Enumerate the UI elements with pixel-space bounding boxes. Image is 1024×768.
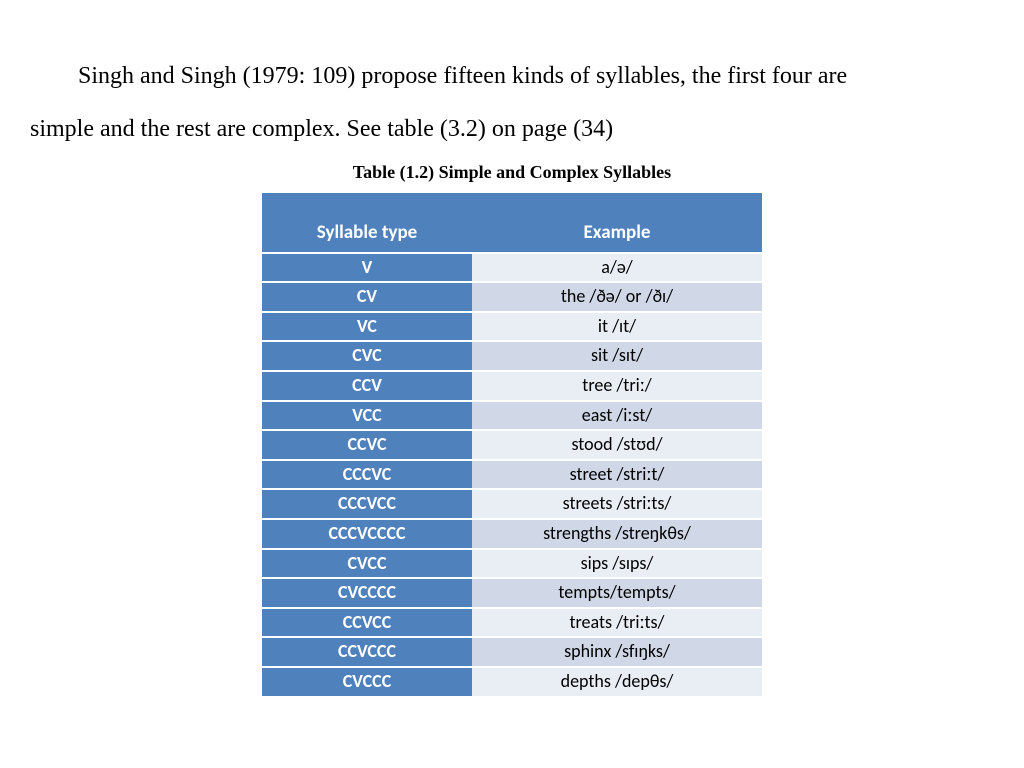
table-row: VCit /ɪt/	[262, 313, 762, 341]
table-row: CVCCCdepths /depθs/	[262, 668, 762, 696]
cell-syllable-type: CCV	[262, 372, 472, 400]
cell-example: sphinx /sfɪŋks/	[472, 638, 762, 666]
cell-syllable-type: CVC	[262, 342, 472, 370]
cell-example: east /iːst/	[472, 402, 762, 430]
cell-example: treats /triːts/	[472, 609, 762, 637]
cell-example: a/ə/	[472, 254, 762, 282]
syllable-table: Syllable type Example Va/ə/CVthe /ðə/ or…	[262, 191, 762, 698]
table-row: CCCVCCstreets /striːts/	[262, 490, 762, 518]
intro-line-2: simple and the rest are complex. See tab…	[30, 116, 613, 142]
cell-syllable-type: CCVC	[262, 431, 472, 459]
cell-example: streets /striːts/	[472, 490, 762, 518]
table-row: CVthe /ðə/ or /ðɪ/	[262, 283, 762, 311]
cell-syllable-type: CCCVCCCC	[262, 520, 472, 548]
header-example: Example	[472, 193, 762, 252]
intro-line-1: Singh and Singh (1979: 109) propose fift…	[78, 63, 847, 89]
cell-syllable-type: V	[262, 254, 472, 282]
cell-syllable-type: CCVCC	[262, 609, 472, 637]
cell-syllable-type: CCCVC	[262, 461, 472, 489]
cell-example: street /striːt/	[472, 461, 762, 489]
table-row: CVCsit /sɪt/	[262, 342, 762, 370]
table-row: CCVCCCsphinx /sfɪŋks/	[262, 638, 762, 666]
table-row: CVCCsips /sɪps/	[262, 550, 762, 578]
cell-syllable-type: CCCVCC	[262, 490, 472, 518]
table-row: CCVCCtreats /triːts/	[262, 609, 762, 637]
table-row: CCVtree /triː/	[262, 372, 762, 400]
cell-syllable-type: CCVCCC	[262, 638, 472, 666]
cell-syllable-type: VCC	[262, 402, 472, 430]
cell-example: depths /depθs/	[472, 668, 762, 696]
table-row: Va/ə/	[262, 254, 762, 282]
table-caption: Table (1.2) Simple and Complex Syllables	[30, 162, 994, 183]
header-syllable-type: Syllable type	[262, 193, 472, 252]
table-row: CCCVCCCCstrengths /streŋkθs/	[262, 520, 762, 548]
cell-example: sips /sɪps/	[472, 550, 762, 578]
cell-syllable-type: CVCCCC	[262, 579, 472, 607]
table-row: CCCVCstreet /striːt/	[262, 461, 762, 489]
cell-example: stood /stʊd/	[472, 431, 762, 459]
cell-example: tree /triː/	[472, 372, 762, 400]
cell-example: tempts/tempts/	[472, 579, 762, 607]
cell-syllable-type: CV	[262, 283, 472, 311]
cell-syllable-type: VC	[262, 313, 472, 341]
cell-example: sit /sɪt/	[472, 342, 762, 370]
cell-example: it /ɪt/	[472, 313, 762, 341]
cell-example: strengths /streŋkθs/	[472, 520, 762, 548]
table-row: CVCCCCtempts/tempts/	[262, 579, 762, 607]
cell-example: the /ðə/ or /ðɪ/	[472, 283, 762, 311]
table-row: CCVCstood /stʊd/	[262, 431, 762, 459]
cell-syllable-type: CVCCC	[262, 668, 472, 696]
intro-paragraph: Singh and Singh (1979: 109) propose fift…	[30, 50, 994, 156]
cell-syllable-type: CVCC	[262, 550, 472, 578]
table-row: VCCeast /iːst/	[262, 402, 762, 430]
